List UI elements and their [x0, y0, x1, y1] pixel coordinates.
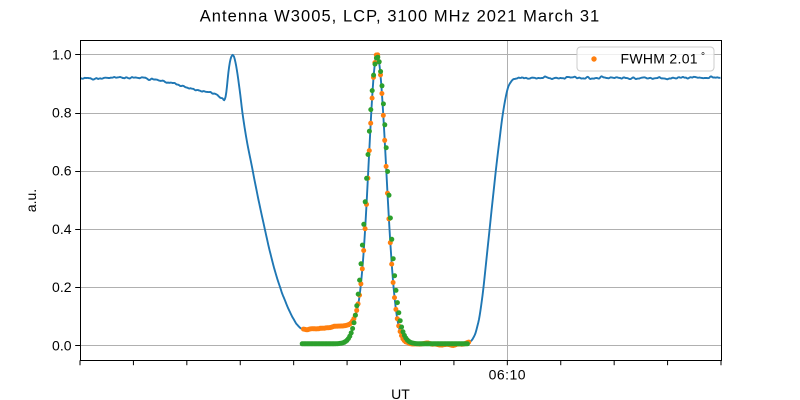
- svg-text:FWHM 2.01 °: FWHM 2.01 °: [621, 51, 706, 67]
- svg-text:0.2: 0.2: [52, 279, 72, 295]
- svg-text:1.0: 1.0: [52, 46, 72, 62]
- svg-text:0.8: 0.8: [52, 105, 72, 121]
- svg-text:UT: UT: [391, 386, 410, 400]
- svg-text:0.0: 0.0: [52, 337, 72, 353]
- svg-text:a.u.: a.u.: [23, 189, 39, 212]
- svg-text:0.6: 0.6: [52, 163, 72, 179]
- svg-text:0.4: 0.4: [52, 221, 72, 237]
- svg-text:Antenna W3005, LCP, 3100 MHz 2: Antenna W3005, LCP, 3100 MHz 2021 March …: [200, 8, 601, 26]
- svg-text:06:10: 06:10: [489, 367, 526, 383]
